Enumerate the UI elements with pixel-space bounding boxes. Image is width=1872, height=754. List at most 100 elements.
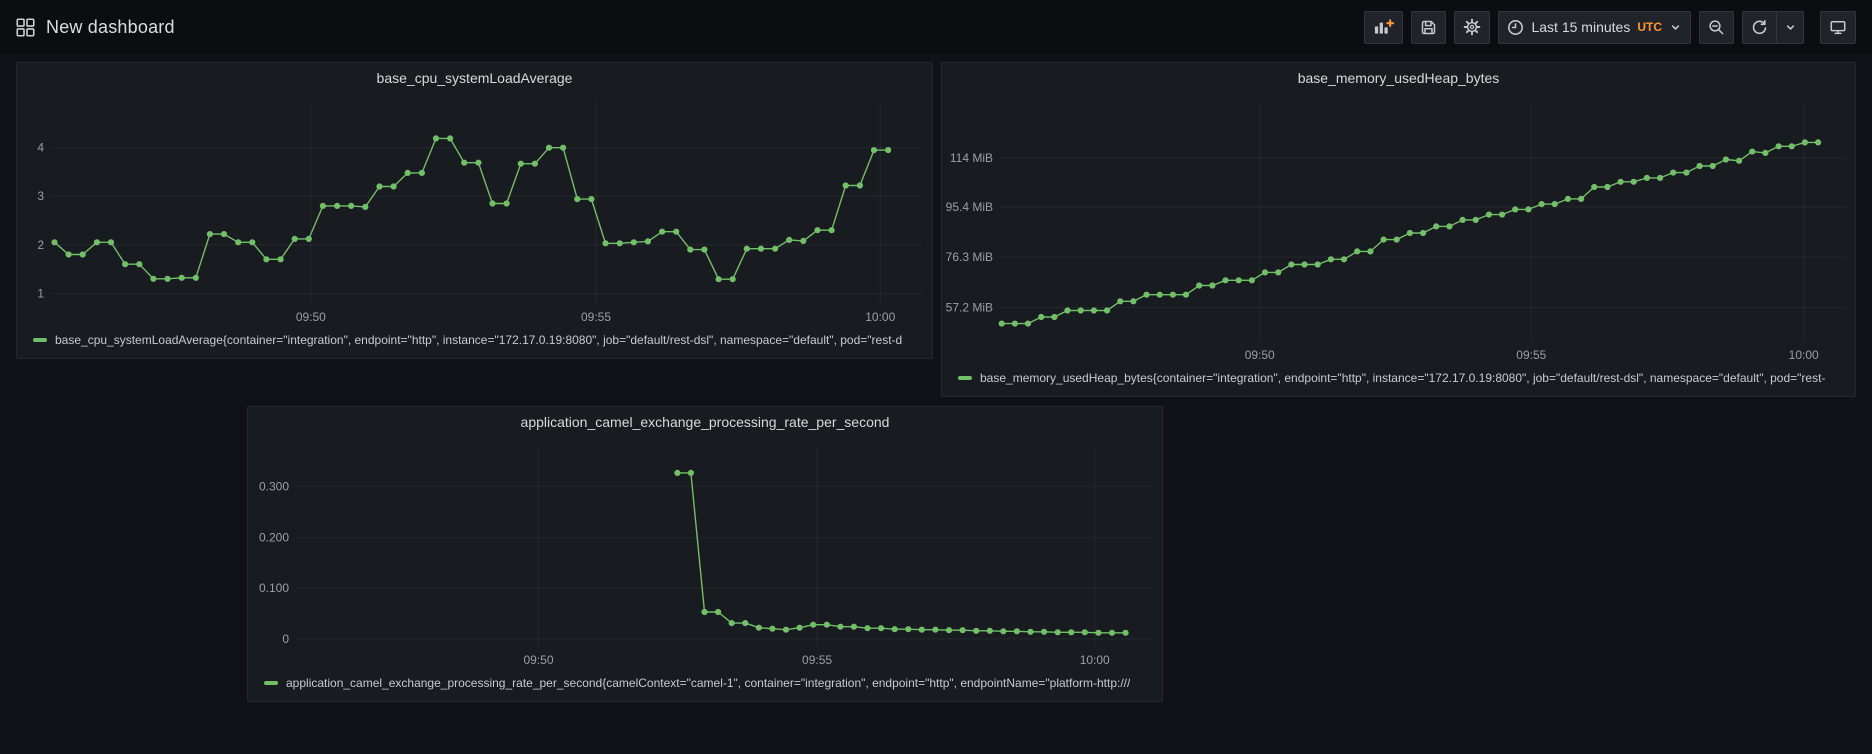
series-point: [65, 251, 72, 258]
series-point: [122, 261, 129, 268]
save-dashboard-button[interactable]: [1411, 10, 1447, 44]
series-point: [1038, 313, 1045, 321]
series-point: [305, 235, 312, 242]
dashboard-breadcrumb[interactable]: New dashboard: [16, 17, 175, 38]
y-tick-label: 0.100: [259, 581, 289, 595]
series-point: [277, 256, 284, 263]
tv-mode-button[interactable]: [1820, 10, 1856, 44]
series-point: [1499, 211, 1506, 218]
legend-series-label[interactable]: base_cpu_systemLoadAverage{container="in…: [55, 333, 903, 347]
x-tick-label: 10:00: [1080, 653, 1110, 667]
series-point: [786, 236, 793, 243]
series-point: [1301, 261, 1308, 268]
dashboard-header: New dashboard: [0, 0, 1872, 54]
chevron-down-icon: [1669, 21, 1682, 34]
series-point: [1485, 211, 1492, 218]
series-point: [1248, 277, 1255, 284]
save-icon: [1420, 19, 1437, 36]
legend-swatch-icon: [33, 338, 47, 342]
series-point: [545, 144, 553, 151]
x-tick-label: 09:50: [524, 653, 554, 667]
series-point: [743, 245, 750, 252]
series-point: [362, 203, 369, 210]
series-point: [856, 182, 864, 189]
chart-area[interactable]: 09:50 09:55 10:00 57.2 MiB 76.3 MiB 95.4 MiB 1…: [942, 93, 1855, 366]
refresh-interval-button[interactable]: [1776, 10, 1804, 44]
series-point: [235, 239, 242, 246]
dashboard-settings-button[interactable]: [1454, 10, 1491, 44]
monitor-icon: [1829, 19, 1847, 36]
series-point: [1709, 162, 1716, 170]
zoom-out-icon: [1708, 19, 1725, 36]
apps-icon: [16, 17, 35, 37]
y-tick-label: 3: [37, 189, 44, 203]
panel-camel-exchange-processing-rate: application_camel_exchange_processing_ra…: [247, 406, 1163, 702]
series-point: [687, 469, 694, 476]
series-point: [1393, 236, 1400, 243]
series-point: [1801, 139, 1808, 146]
series-point: [602, 240, 609, 247]
series-point: [461, 159, 468, 166]
panel-title[interactable]: base_cpu_systemLoadAverage: [376, 70, 573, 86]
timeseries-chart[interactable]: 09:50 09:55 10:00 57.2 MiB 76.3 MiB 95.4 MiB 1…: [942, 93, 1855, 366]
series-point: [1788, 143, 1795, 150]
series-point: [728, 620, 735, 627]
chart-area[interactable]: 09:50 09:55 10:00 1 2 3 4: [17, 93, 932, 328]
series-point: [1670, 169, 1677, 176]
series-point: [1122, 629, 1129, 636]
series-point: [1130, 298, 1137, 305]
zoom-out-time-button[interactable]: [1699, 10, 1734, 44]
y-tick-label: 0.300: [259, 480, 289, 494]
series-point: [616, 240, 623, 247]
series-line: [54, 137, 889, 280]
legend: application_camel_exchange_processing_ra…: [248, 671, 1162, 701]
x-tick-label: 09:55: [802, 653, 832, 667]
series-point: [905, 626, 912, 633]
series-point: [136, 261, 143, 268]
series-point: [986, 627, 993, 634]
series-point: [475, 159, 482, 166]
panel-title[interactable]: application_camel_exchange_processing_ra…: [520, 414, 890, 430]
series-point: [878, 625, 885, 632]
legend-series-label[interactable]: base_memory_usedHeap_bytes{container="in…: [980, 371, 1826, 385]
chevron-down-icon: [1784, 21, 1797, 34]
series-point: [1222, 277, 1229, 284]
series-point: [1095, 629, 1102, 636]
series-point: [1081, 629, 1088, 636]
timeseries-chart[interactable]: 09:50 09:55 10:00 0 0.100 0.200 0.300: [248, 437, 1162, 671]
legend-series-label[interactable]: application_camel_exchange_processing_ra…: [286, 676, 1131, 690]
series-point: [291, 235, 298, 242]
series-point: [503, 200, 510, 207]
x-tick-label: 09:50: [1245, 348, 1275, 362]
time-range-picker[interactable]: Last 15 minutes UTC: [1498, 10, 1691, 44]
series-point: [390, 183, 397, 190]
series-point: [206, 231, 213, 238]
series-point: [574, 196, 581, 203]
series-point: [1340, 256, 1348, 263]
series-point: [837, 623, 844, 630]
series-point: [1538, 201, 1545, 208]
series-point: [531, 160, 539, 167]
x-tick-label: 09:50: [296, 310, 326, 324]
series-point: [1169, 291, 1176, 298]
series-point: [1051, 313, 1058, 321]
series-point: [164, 275, 171, 282]
series-point: [150, 275, 157, 282]
add-panel-button[interactable]: [1364, 10, 1404, 44]
series-point: [1054, 629, 1061, 636]
series-point: [1433, 223, 1440, 230]
series-point: [1000, 628, 1007, 635]
series-point: [334, 202, 341, 209]
chart-area[interactable]: 09:50 09:55 10:00 0 0.100 0.200 0.300: [248, 437, 1162, 671]
series-point: [517, 160, 524, 167]
panel-title[interactable]: base_memory_usedHeap_bytes: [1297, 70, 1500, 86]
y-tick-label: 95.4 MiB: [946, 200, 993, 214]
series-point: [1591, 183, 1598, 191]
series-point: [630, 239, 637, 246]
series-point: [891, 626, 898, 633]
series-point: [447, 135, 454, 142]
series-point: [1683, 169, 1690, 176]
timeseries-chart[interactable]: 09:50 09:55 10:00 1 2 3 4: [17, 93, 932, 328]
series-point: [823, 621, 830, 628]
refresh-button[interactable]: [1742, 10, 1776, 44]
